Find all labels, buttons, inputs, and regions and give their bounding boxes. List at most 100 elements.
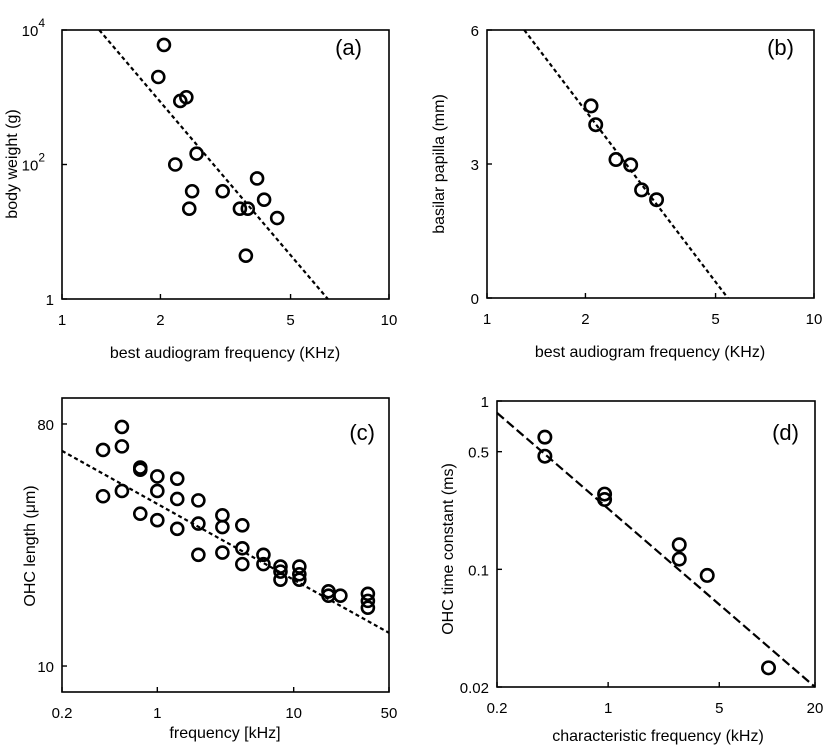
panel-c-point-19 bbox=[191, 547, 206, 563]
panel-c-point-6 bbox=[132, 462, 148, 478]
panel-a-point-1 bbox=[150, 69, 166, 85]
panel-d-xtick-label-1: 1 bbox=[604, 700, 612, 717]
panel-c-point-12 bbox=[132, 506, 148, 522]
panel-c-point-23 bbox=[256, 547, 271, 563]
panel-b-ytick-label-1: 3 bbox=[471, 157, 479, 174]
panel-c-point-3 bbox=[95, 488, 111, 504]
panel-d-marks: 0.2 1 5 20 0.02 0.1 0.5 1 bbox=[460, 394, 824, 717]
panel-a-point-7 bbox=[181, 201, 197, 217]
panel-b-point-5 bbox=[649, 192, 665, 208]
panel-d-xtick-label-3: 20 bbox=[807, 700, 824, 717]
panel-c-point-2 bbox=[114, 439, 130, 454]
panel-d-point-5 bbox=[671, 551, 687, 567]
panel-a-point-11 bbox=[249, 171, 265, 186]
panel-c-xtick-label-3: 50 bbox=[381, 705, 398, 722]
panel-c-xtick-label-0: 0.2 bbox=[52, 705, 73, 722]
panel-c-point-14 bbox=[169, 521, 185, 537]
panel-a-ytick-label-0: 1 bbox=[46, 292, 54, 309]
panel-b-marks: 1 2 5 10 0 3 6 bbox=[471, 23, 823, 328]
panel-b-point-2 bbox=[608, 152, 624, 168]
panel-d-xtick-label-2: 5 bbox=[715, 700, 723, 717]
panel-b-xtick-label-3: 10 bbox=[806, 311, 823, 328]
panel-c-label: (c) bbox=[349, 420, 375, 445]
panel-c-point-34 bbox=[360, 586, 376, 602]
panel-b-ytick-label-2: 6 bbox=[471, 23, 479, 40]
panel-a-ytick-label-1: 102 bbox=[22, 151, 46, 175]
panel-b: 1 2 5 10 0 3 6 (b) best audiogram frequency (K… bbox=[431, 23, 822, 361]
panel-b-ytick-label-0: 0 bbox=[471, 291, 479, 308]
panel-a-point-5 bbox=[167, 157, 183, 172]
panel-b-xtick-label-1: 2 bbox=[581, 311, 589, 328]
panel-a-point-14 bbox=[238, 248, 254, 264]
panel-b-label: (b) bbox=[767, 35, 794, 60]
panel-b-ylabel: basilar papilla (mm) bbox=[431, 94, 448, 234]
panel-a-point-13 bbox=[269, 210, 285, 226]
panel-c-point-8 bbox=[169, 471, 185, 486]
panel-c-ytick-label-0: 10 bbox=[37, 659, 54, 676]
panel-d-ytick-label-0: 0.02 bbox=[460, 680, 489, 697]
panel-d-point-1 bbox=[537, 448, 553, 464]
panel-a-marks: 1 2 5 10 1 102 104 bbox=[22, 16, 398, 329]
panel-b-point-4 bbox=[634, 182, 650, 198]
panel-d-ytick-label-2: 0.5 bbox=[468, 445, 489, 462]
panel-c-point-31 bbox=[321, 584, 336, 599]
panel-d-point-3 bbox=[597, 491, 613, 507]
panel-a-point-4 bbox=[189, 146, 204, 161]
panel-c-point-35 bbox=[360, 593, 376, 609]
panel-c-point-10 bbox=[169, 491, 185, 507]
panel-a-point-9 bbox=[232, 201, 248, 217]
panel-c-xlabel: frequency [kHz] bbox=[169, 725, 280, 742]
panel-c-ytick-label-1: 80 bbox=[37, 417, 54, 434]
panel-a-xtick-label-2: 5 bbox=[286, 312, 294, 329]
panel-b-frame bbox=[486, 29, 815, 299]
panel-d-xlabel: characteristic frequency (kHz) bbox=[552, 728, 764, 745]
panel-b-point-0 bbox=[583, 98, 599, 114]
panel-b-xlabel: best audiogram frequency (KHz) bbox=[535, 344, 765, 361]
panel-a-ylabel: body weight (g) bbox=[4, 109, 21, 218]
panel-c-point-1 bbox=[114, 419, 130, 435]
panel-b-xtick-label-2: 5 bbox=[711, 311, 719, 328]
panel-c-point-26 bbox=[273, 564, 288, 579]
panel-c-point-9 bbox=[150, 483, 165, 499]
panel-c-point-13 bbox=[150, 512, 165, 528]
panel-b-point-3 bbox=[623, 157, 639, 173]
panel-c-point-21 bbox=[235, 540, 250, 556]
panel-c-fit-line bbox=[61, 449, 390, 634]
panel-a-point-12 bbox=[256, 192, 272, 207]
panel-c-point-7 bbox=[150, 469, 165, 484]
panel-c-point-24 bbox=[256, 556, 271, 572]
panel-a-point-8 bbox=[215, 183, 230, 199]
panel-a-xtick-label-0: 1 bbox=[58, 312, 66, 329]
panel-b-xtick-label-0: 1 bbox=[483, 311, 491, 328]
panel-c-point-33 bbox=[333, 588, 348, 603]
panel-c-point-0 bbox=[95, 442, 111, 458]
panel-d-point-0 bbox=[537, 429, 553, 445]
panel-b-fit-line bbox=[523, 29, 729, 299]
panel-c-point-29 bbox=[292, 566, 307, 582]
panel-a-point-6 bbox=[184, 183, 200, 199]
panel-a-ytick-label-2: 104 bbox=[22, 16, 46, 40]
panel-c-point-18 bbox=[235, 518, 250, 533]
panel-d-fit-line bbox=[496, 412, 816, 688]
panel-a-xlabel: best audiogram frequency (KHz) bbox=[110, 345, 340, 362]
panel-a-frame bbox=[61, 29, 390, 300]
panel-c-frame bbox=[61, 397, 390, 693]
panel-a-label: (a) bbox=[335, 35, 362, 60]
panel-c-point-20 bbox=[215, 545, 230, 560]
panel-c-point-11 bbox=[191, 493, 206, 508]
panel-a: 1 2 5 10 1 102 104 (a) best audiogram frequenc… bbox=[4, 16, 397, 362]
panel-d-ylabel: OHC time constant (ms) bbox=[440, 463, 457, 635]
panel-d-ytick-label-1: 0.1 bbox=[468, 562, 489, 579]
panel-c-ylabel: OHC length (μm) bbox=[22, 485, 39, 606]
panel-c-point-36 bbox=[360, 600, 376, 616]
panel-d: 0.2 1 5 20 0.02 0.1 0.5 1 (d) characteristic fr… bbox=[440, 394, 823, 745]
panel-c-xtick-label-1: 1 bbox=[153, 705, 161, 722]
panel-c-point-17 bbox=[215, 519, 230, 535]
panel-d-frame bbox=[496, 400, 816, 688]
panel-a-fit-line bbox=[98, 29, 329, 300]
panel-a-xtick-label-1: 2 bbox=[156, 312, 164, 329]
panel-c-point-16 bbox=[215, 508, 230, 523]
panel-c: 0.2 1 10 50 10 80 (c) frequency [kHz] OHC len… bbox=[22, 397, 398, 742]
panel-d-xtick-label-0: 0.2 bbox=[487, 700, 508, 717]
panel-d-point-4 bbox=[671, 537, 687, 553]
